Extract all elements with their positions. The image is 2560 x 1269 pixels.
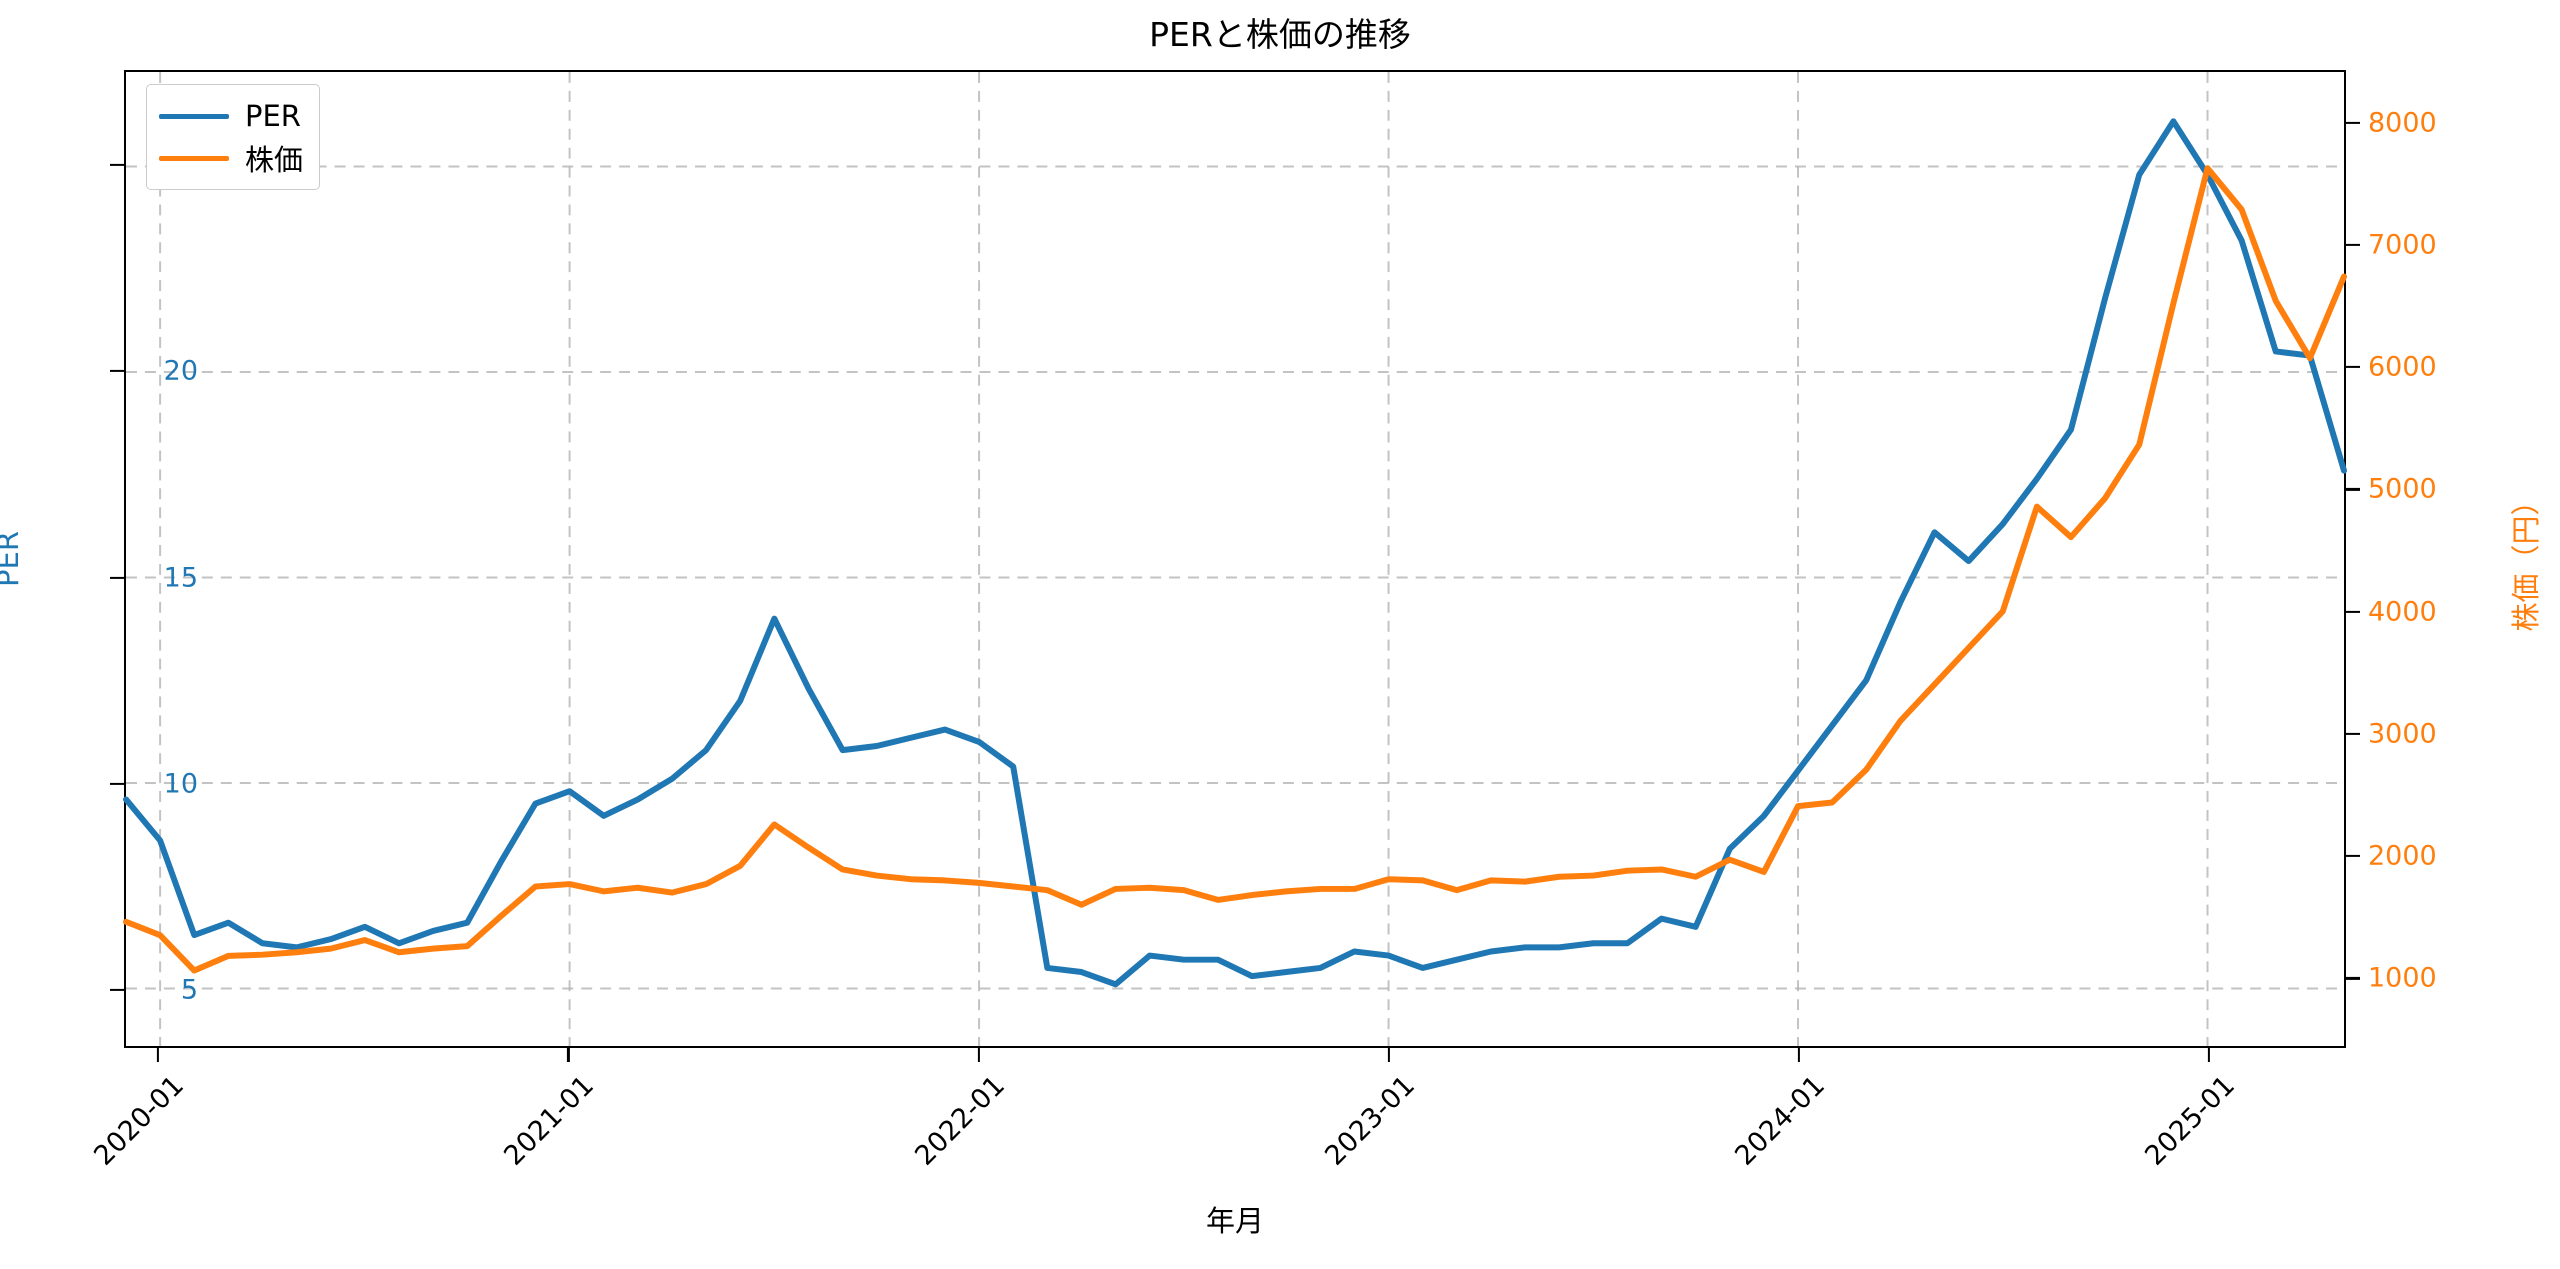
y-axis-left-tickmark [110, 370, 124, 373]
y-axis-right-tickmark [2346, 732, 2360, 735]
y-axis-right-tickmark [2346, 243, 2360, 246]
x-axis-tickmark [157, 1048, 160, 1062]
y-axis-left-tick: 5 [180, 974, 198, 1006]
plot-area [123, 70, 2347, 1048]
y-axis-left-tick: 10 [163, 768, 198, 800]
y-axis-right-tick: 8000 [2368, 107, 2437, 139]
x-axis-tick-label: 2024-01 [1729, 1070, 1831, 1172]
y-axis-left-tick: 15 [163, 562, 198, 594]
series-line-株価 [123, 165, 2347, 974]
legend-item-per[interactable]: PER [159, 95, 303, 137]
y-axis-right-label: 株価（円） [2509, 486, 2543, 632]
y-axis-left-tick: 20 [163, 355, 198, 387]
y-axis-left-tickmark [110, 576, 124, 579]
x-axis-tickmark [1387, 1048, 1390, 1062]
y-axis-right-tickmark [2346, 977, 2360, 980]
x-axis-tick-label: 2020-01 [88, 1070, 191, 1172]
y-axis-right-tickmark [2346, 854, 2360, 858]
x-axis-tick-label: 2025-01 [2139, 1070, 2242, 1172]
chart-title: PERと株価の推移 [1149, 15, 1411, 54]
chart-legend: PER 株価 [146, 84, 321, 190]
y-axis-right-tick: 6000 [2368, 351, 2437, 383]
y-axis-left-tickmark [110, 989, 124, 992]
legend-label-price: 株価 [245, 143, 304, 177]
legend-swatch-price [159, 155, 229, 161]
series-lines [123, 118, 2347, 988]
legend-item-price[interactable]: 株価 [159, 137, 303, 179]
x-axis-tick-label: 2021-01 [498, 1070, 601, 1172]
legend-swatch-per [159, 113, 229, 119]
x-axis-tickmark [1797, 1048, 1801, 1062]
x-axis-tick-label: 2023-01 [1319, 1070, 1421, 1172]
x-axis-label: 年月 [1205, 1204, 1265, 1238]
legend-label-per: PER [245, 99, 301, 133]
y-axis-right-tick: 4000 [2368, 596, 2437, 628]
y-axis-right-tickmark [2346, 365, 2360, 369]
y-axis-right-tick: 2000 [2368, 840, 2437, 872]
x-axis-tickmark [977, 1048, 980, 1062]
y-axis-right-tick: 3000 [2368, 718, 2437, 750]
y-axis-right-tick: 7000 [2368, 229, 2437, 261]
y-axis-left-tickmark [110, 163, 124, 166]
gridlines [126, 72, 2344, 1046]
y-axis-right-tick: 1000 [2368, 962, 2437, 994]
y-axis-right-tickmark [2346, 488, 2360, 491]
y-axis-right-tick: 5000 [2368, 473, 2437, 505]
y-axis-right-tickmark [2346, 610, 2360, 613]
x-axis-tickmark [567, 1048, 570, 1062]
y-axis-right-tickmark [2346, 121, 2360, 124]
x-axis-tick-label: 2022-01 [908, 1070, 1011, 1172]
y-axis-left-tickmark [110, 782, 124, 785]
series-line-PER [123, 118, 2347, 988]
y-axis-left-label: PER [0, 531, 25, 587]
x-axis-tickmark [2208, 1048, 2211, 1062]
